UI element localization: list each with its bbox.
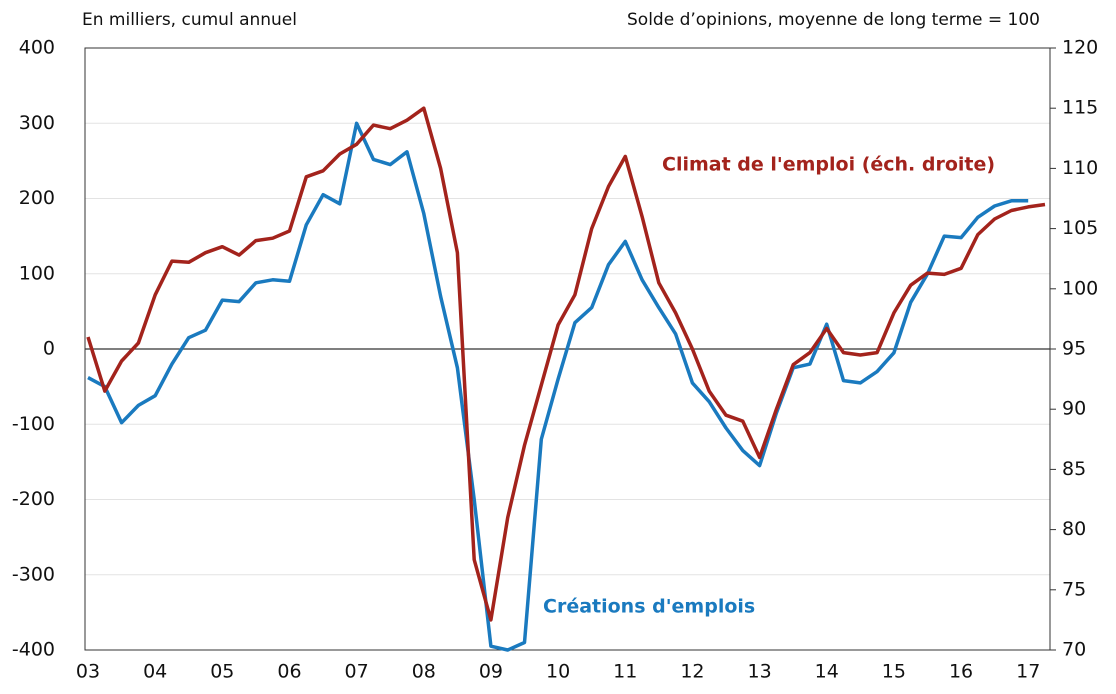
x-tick-label: 03	[76, 661, 100, 683]
series-line	[86, 106, 1046, 622]
y-tick-label: 200	[19, 187, 55, 209]
y-tick-label: -400	[12, 639, 55, 661]
y2-tick-label: 70	[1062, 639, 1086, 661]
x-tick-label: 06	[277, 661, 301, 683]
x-tick-label: 11	[613, 661, 637, 683]
x-tick-label: 16	[949, 661, 973, 683]
series-line	[87, 121, 1029, 652]
y-tick-label: -300	[12, 563, 55, 585]
series-annotation: Climat de l'emploi (éch. droite)	[662, 154, 995, 176]
x-tick-label: 04	[143, 661, 167, 683]
y2-tick-label: 105	[1062, 217, 1098, 239]
y-axis-label: En milliers, cumul annuel	[82, 10, 297, 30]
x-tick-label: 17	[1016, 661, 1040, 683]
x-tick-label: 13	[747, 661, 771, 683]
x-tick-label: 15	[882, 661, 906, 683]
y2-tick-label: 110	[1062, 157, 1098, 179]
y-tick-label: 0	[43, 338, 55, 360]
x-tick-label: 14	[815, 661, 839, 683]
x-tick-label: 07	[345, 661, 369, 683]
y2-tick-label: 90	[1062, 398, 1086, 420]
y-tick-label: 400	[19, 37, 55, 59]
series-annotation: Créations d'emplois	[543, 596, 755, 618]
y2-tick-label: 100	[1062, 277, 1098, 299]
y2-tick-label: 115	[1062, 97, 1098, 119]
y2-axis-label: Solde d’opinions, moyenne de long terme …	[627, 10, 1040, 30]
x-tick-label: 05	[210, 661, 234, 683]
y2-tick-label: 95	[1062, 338, 1086, 360]
y-tick-label: -200	[12, 488, 55, 510]
y-tick-label: 300	[19, 112, 55, 134]
y-tick-label: -100	[12, 413, 55, 435]
plot-frame	[84, 47, 1051, 651]
x-tick-label: 12	[680, 661, 704, 683]
y-tick-label: 100	[19, 262, 55, 284]
y2-tick-label: 120	[1062, 37, 1098, 59]
y2-tick-label: 85	[1062, 458, 1086, 480]
x-tick-label: 09	[479, 661, 503, 683]
x-tick-label: 10	[546, 661, 570, 683]
y2-tick-label: 80	[1062, 518, 1086, 540]
y2-tick-label: 75	[1062, 578, 1086, 600]
x-tick-label: 08	[412, 661, 436, 683]
